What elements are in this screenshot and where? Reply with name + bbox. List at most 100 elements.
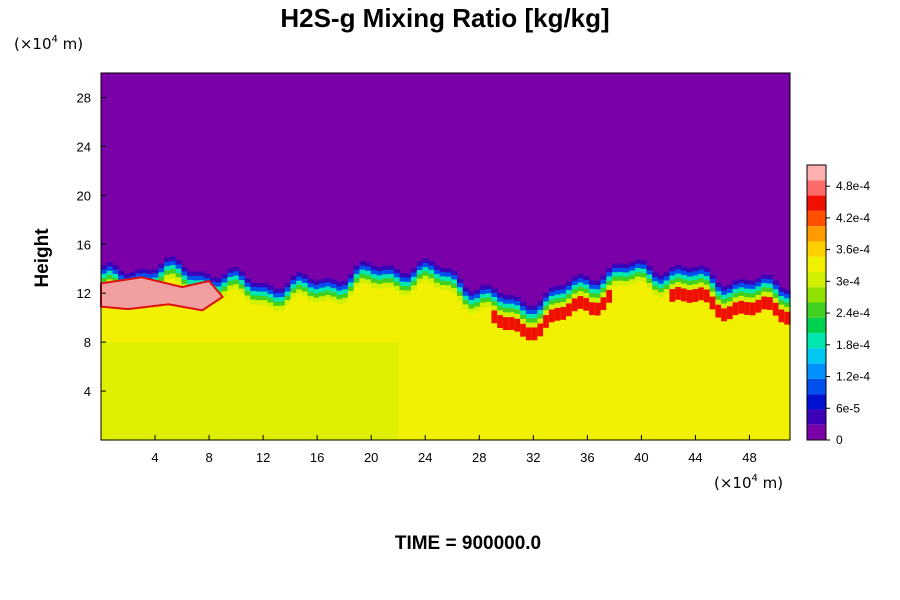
heatmap-cell	[617, 267, 625, 274]
heatmap-cell	[479, 289, 487, 296]
heatmap-cell	[101, 342, 399, 440]
heatmap-cell	[451, 270, 458, 277]
heatmap-cell	[761, 291, 768, 298]
heatmap-cell	[169, 265, 177, 271]
x-tick-label: 32	[526, 450, 540, 465]
heatmap-cell	[462, 291, 470, 298]
heatmap-cell	[388, 269, 395, 276]
heatmap-cell	[479, 302, 487, 309]
heatmap-cell	[646, 287, 653, 441]
heatmap-cell	[428, 278, 435, 284]
heatmap-cell	[594, 297, 602, 304]
heatmap-cell	[686, 272, 693, 278]
heatmap-cell	[680, 288, 688, 441]
heatmap-cell	[451, 283, 458, 290]
heatmap-cell	[256, 300, 263, 306]
heatmap-cell	[646, 270, 653, 276]
heatmap-cell	[531, 327, 538, 341]
heatmap-cell	[290, 275, 297, 282]
heatmap-cell	[256, 287, 263, 293]
heatmap-cell	[784, 306, 791, 313]
heatmap-cell	[738, 287, 745, 293]
heatmap-cell	[250, 286, 257, 293]
heatmap-cell	[692, 271, 699, 277]
heatmap-cell	[365, 275, 372, 281]
heatmap-cell	[428, 269, 435, 276]
heatmap-cell	[370, 274, 378, 280]
heatmap-cell	[164, 261, 171, 268]
heatmap-cell	[106, 262, 114, 268]
heatmap-cell	[324, 290, 332, 297]
heatmap-cell	[336, 290, 343, 297]
heatmap-cell	[233, 271, 240, 277]
heatmap-cell	[606, 272, 613, 278]
heatmap-cell	[571, 293, 579, 300]
plot-frame	[100, 72, 791, 441]
heatmap-cell	[238, 271, 246, 278]
heatmap-cell	[491, 288, 498, 294]
colorbar-swatch	[807, 256, 826, 272]
heatmap-cell	[548, 309, 556, 323]
heatmap-cell	[715, 304, 722, 318]
heatmap-cell	[244, 291, 251, 297]
heatmap-cell	[192, 276, 200, 282]
heatmap-cell	[686, 285, 693, 291]
heatmap-cell	[313, 293, 320, 299]
heatmap-cell	[112, 269, 119, 276]
heatmap-cell	[755, 286, 762, 292]
heatmap-cell	[583, 275, 590, 282]
heatmap-cell	[169, 269, 177, 275]
x-tick-label: 16	[310, 450, 324, 465]
heatmap-cell	[227, 285, 234, 292]
heatmap-cell	[324, 295, 332, 301]
y-tick-label: 4	[84, 384, 91, 399]
heatmap-cell	[778, 287, 785, 293]
heatmap-cell	[474, 289, 481, 295]
heatmap-cell	[623, 281, 630, 287]
heatmap-cell	[577, 286, 584, 293]
heatmap-cell	[468, 308, 475, 314]
heatmap-cell	[726, 292, 734, 299]
heatmap-cell	[692, 289, 699, 302]
heatmap-cell	[784, 311, 791, 325]
heatmap-cell	[571, 284, 579, 291]
heatmap-cell	[508, 299, 515, 305]
heatmap-cell	[543, 297, 550, 303]
heatmap-cell	[675, 282, 682, 288]
heatmap-cell	[686, 290, 693, 441]
heatmap-cell	[514, 296, 521, 303]
heatmap-cell	[721, 294, 728, 301]
heatmap-cell	[695, 329, 790, 440]
heatmap-cell	[560, 293, 567, 299]
heatmap-cell	[439, 280, 447, 287]
heatmap-cell	[330, 279, 338, 286]
heatmap-cell	[301, 283, 309, 289]
heatmap-cell	[342, 280, 349, 287]
heatmap-cell	[634, 259, 642, 265]
heatmap-cell	[273, 288, 280, 295]
heatmap-cell	[244, 278, 251, 284]
heatmap-cell	[663, 293, 671, 441]
heatmap-cell	[709, 291, 716, 298]
heatmap-cell	[721, 308, 728, 322]
heatmap-cell	[669, 271, 676, 277]
heatmap-cell	[101, 269, 108, 275]
heatmap-cell	[755, 294, 762, 301]
heatmap-cell	[261, 295, 269, 302]
heatmap-cell	[411, 285, 418, 291]
heatmap-cell	[428, 273, 435, 280]
heatmap-cell	[623, 263, 630, 270]
heatmap-cell	[772, 280, 780, 287]
heatmap-cell	[657, 275, 665, 281]
heatmap-cell	[675, 264, 682, 271]
heatmap-cell	[761, 287, 768, 293]
heatmap-cell	[445, 272, 452, 278]
heatmap-cell	[198, 271, 205, 278]
heatmap-cell	[434, 282, 441, 289]
heatmap-cell	[675, 269, 682, 275]
heatmap-cell	[755, 277, 762, 284]
heatmap-cell	[301, 287, 309, 293]
heatmap-cell	[761, 278, 768, 285]
heatmap-cell	[244, 295, 251, 301]
heatmap-cell	[686, 268, 693, 274]
